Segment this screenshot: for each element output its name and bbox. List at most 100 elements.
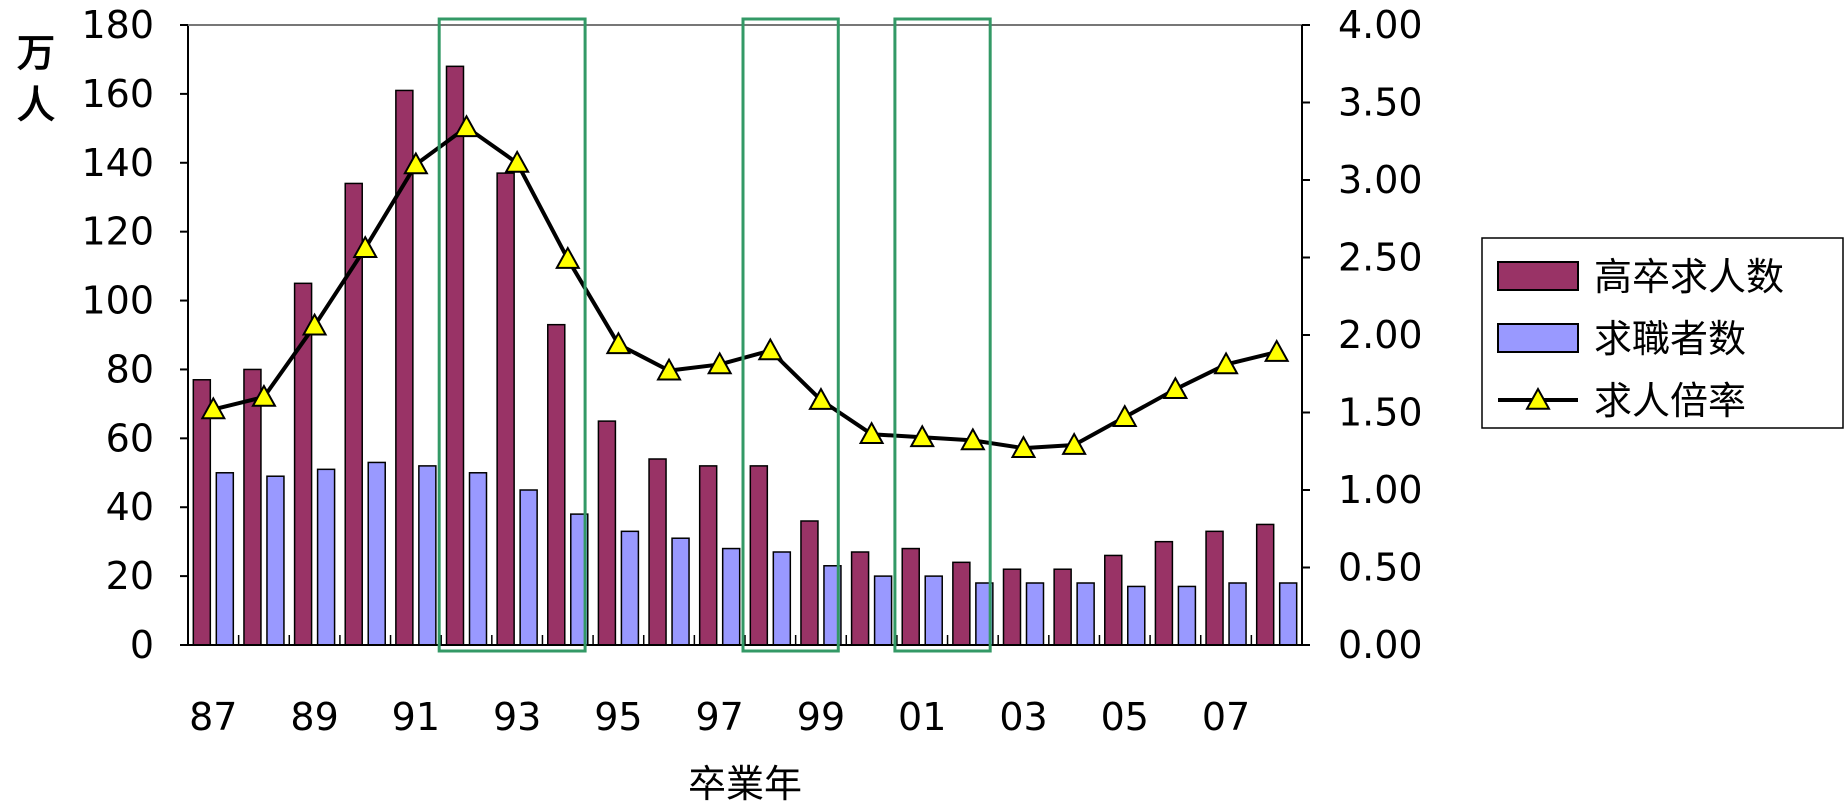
ratio-marker [1061, 431, 1087, 455]
bar-openings [850, 551, 870, 646]
y-axis-title-char: 万 [17, 31, 55, 75]
bar-applicants [1177, 585, 1197, 646]
bar-openings [800, 520, 819, 646]
y-tick-label: 120 [81, 210, 154, 254]
bar-applicants [316, 468, 336, 646]
ratio-marker [200, 396, 227, 420]
x-tick-label: 91 [392, 695, 440, 739]
bar-openings [1104, 554, 1123, 646]
bar-openings [445, 65, 465, 646]
y-tick-label: 0 [130, 623, 154, 667]
x-tick-label: 99 [797, 695, 845, 739]
ratio-marker [757, 337, 784, 361]
bar-openings [648, 458, 667, 646]
ratio-marker [1263, 338, 1290, 362]
y2-tick-label: 3.50 [1338, 81, 1423, 125]
y-tick-label: 160 [81, 72, 154, 116]
y2-tick-label: 0.00 [1338, 623, 1423, 667]
bar-applicants [266, 475, 285, 646]
ratio-marker [403, 151, 429, 175]
bar-openings [293, 282, 313, 646]
bar-applicants [1228, 582, 1247, 646]
ratio-marker [605, 331, 632, 355]
ratio-marker [555, 245, 581, 269]
bar-applicants [418, 465, 437, 646]
highlight-box [741, 17, 840, 653]
bar-applicants [468, 472, 488, 646]
bar-applicants [620, 530, 640, 646]
bar-openings [192, 379, 212, 646]
bar-applicants [1025, 582, 1045, 646]
highlight-box [437, 17, 587, 653]
y-tick-label: 100 [81, 279, 154, 323]
plot-area: 0 20 40 60 80 100 120 140 160 180 0.00 0.50 1.00 1.50… [17, 3, 1423, 806]
y-axis-title-char: 人 [17, 83, 55, 127]
bar-openings [952, 561, 971, 646]
ratio-marker [909, 424, 935, 448]
bar-openings [749, 465, 769, 646]
legend-label: 高卒求人数 [1594, 255, 1784, 299]
legend-label: 求人倍率 [1594, 379, 1746, 423]
ratio-marker [858, 421, 885, 444]
bar-applicants [1127, 585, 1146, 646]
y-tick-label: 20 [106, 554, 154, 598]
bar-openings [1002, 568, 1022, 646]
bar-openings [547, 323, 566, 646]
legend-marker [1525, 386, 1551, 410]
y-tick-label: 180 [81, 3, 154, 47]
x-tick-label: 05 [1101, 695, 1149, 739]
y-tick-label: 60 [106, 416, 154, 460]
highlight-box [893, 17, 992, 653]
y2-tick-label: 0.50 [1338, 546, 1423, 590]
y-tick-label: 80 [106, 347, 154, 391]
bar-applicants [924, 575, 943, 646]
y2-tick-label: 1.50 [1338, 391, 1423, 435]
y2-tick-label: 4.00 [1338, 3, 1423, 47]
bar-applicants [367, 461, 386, 646]
bar-applicants [519, 489, 538, 646]
legend-swatch [1497, 261, 1579, 291]
bar-openings [1255, 523, 1275, 646]
bar-openings [597, 420, 617, 646]
y2-tick-label: 3.00 [1338, 158, 1423, 202]
bar-openings [698, 465, 718, 646]
x-tick-label: 89 [290, 695, 338, 739]
x-tick-label: 97 [696, 695, 744, 739]
ratio-marker [808, 387, 834, 410]
x-tick-label: 93 [493, 695, 541, 739]
bar-openings [901, 547, 920, 646]
bar-applicants [1278, 582, 1298, 646]
bar-openings [243, 368, 262, 646]
bar-applicants [215, 472, 235, 646]
ratio-line [212, 125, 1278, 451]
x-tick-label: 87 [189, 695, 237, 739]
bar-openings [1053, 568, 1072, 646]
bar-applicants [772, 551, 792, 646]
bar-applicants [1076, 582, 1095, 646]
ratio-marker [1010, 435, 1037, 458]
ratio-marker [352, 235, 378, 258]
y2-tick-label: 2.50 [1338, 236, 1423, 280]
ratio-marker [504, 149, 530, 173]
bar-openings [496, 172, 515, 646]
legend-label: 求職者数 [1594, 317, 1746, 361]
ratio-marker [453, 114, 480, 138]
ratio-marker [1162, 376, 1189, 400]
y-tick-label: 40 [106, 485, 154, 529]
bar-applicants [873, 575, 893, 646]
y-tick-label: 140 [81, 141, 154, 185]
y2-tick-label: 2.00 [1338, 313, 1423, 357]
bar-applicants [721, 547, 741, 646]
x-tick-label: 07 [1202, 695, 1250, 739]
x-tick-label: 95 [594, 695, 642, 739]
legend-swatch [1497, 323, 1579, 353]
ratio-marker [301, 312, 328, 336]
x-tick-label: 01 [898, 695, 946, 739]
bar-openings [1205, 530, 1224, 646]
ratio-marker [1112, 404, 1138, 427]
ratio-marker [960, 427, 986, 451]
ratio-marker [251, 383, 277, 407]
x-axis-title: 卒業年 [688, 762, 802, 806]
